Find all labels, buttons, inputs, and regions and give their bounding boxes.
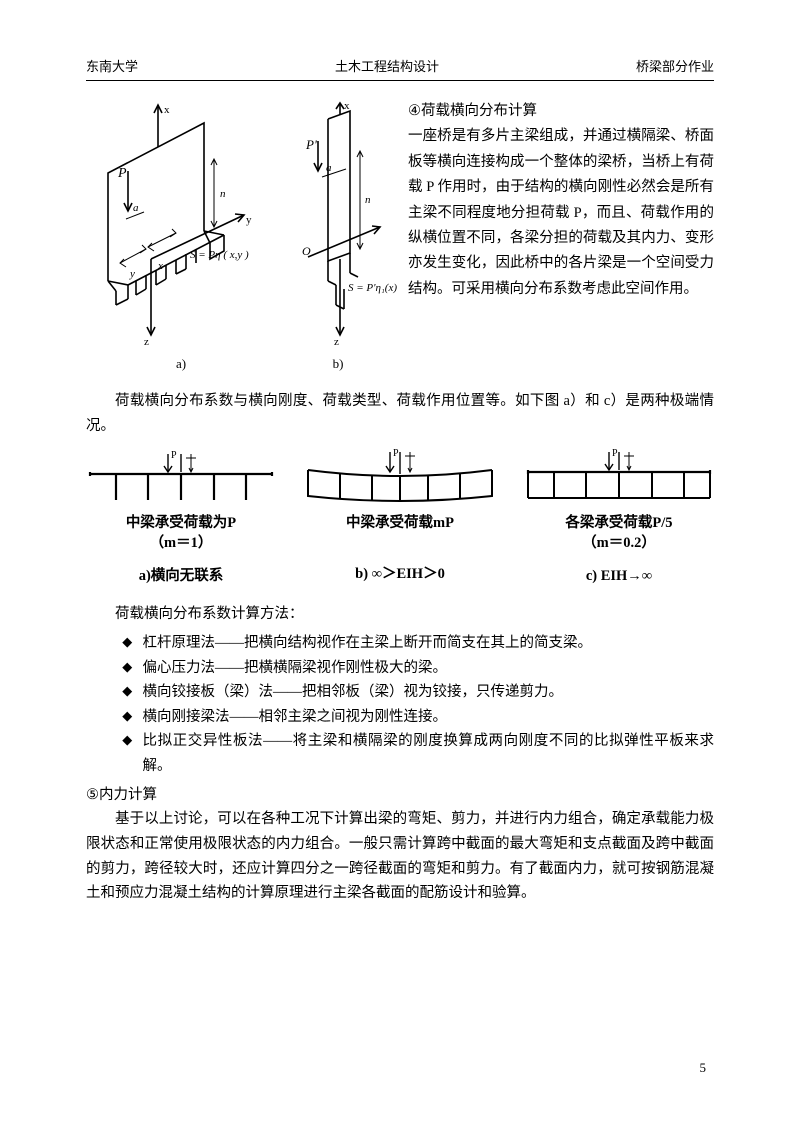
- header-center: 土木工程结构设计: [335, 56, 439, 78]
- section4-marker: ④: [408, 99, 421, 124]
- method-item: 偏心压力法——把横横隔梁视作刚性极大的梁。: [122, 656, 714, 681]
- svg-text:P': P': [305, 137, 317, 152]
- section5-heading: ⑤内力计算: [86, 783, 714, 808]
- case-a: P 中梁承受荷载为P（m＝1） a)横向无联系: [86, 448, 276, 588]
- svg-text:z: z: [144, 336, 149, 348]
- svg-text:n: n: [220, 188, 226, 200]
- diagram-b-label: b): [333, 353, 344, 375]
- svg-text:O: O: [302, 244, 311, 258]
- methods-list: 杠杆原理法——把横向结构视作在主梁上断开而简支在其上的简支梁。 偏心压力法——把…: [86, 631, 714, 779]
- svg-text:x: x: [164, 104, 170, 116]
- diagram-a-label: a): [176, 353, 186, 375]
- svg-text:z: z: [334, 336, 339, 348]
- top-figure-and-text: x P a y x y z n S = Pη ( x,y ) a): [86, 99, 714, 375]
- page-number: 5: [700, 1057, 707, 1079]
- svg-text:n: n: [365, 194, 371, 206]
- method-item: 横向铰接板（梁）法——把相邻板（梁）视为铰接，只传递剪力。: [122, 680, 714, 705]
- svg-text:S = Pη ( x,y ): S = Pη ( x,y ): [190, 249, 249, 261]
- svg-text:x: x: [157, 260, 163, 272]
- svg-text:a: a: [133, 202, 139, 214]
- svg-text:x: x: [344, 100, 350, 112]
- svg-text:P: P: [117, 166, 127, 181]
- diagram-b: x P' a n O z S = P'η₁(x): [278, 99, 398, 351]
- section4-title: 荷载横向分布计算: [421, 103, 537, 119]
- svg-text:P: P: [612, 448, 618, 459]
- svg-text:a: a: [326, 162, 332, 174]
- method-item: 比拟正交异性板法——将主梁和横隔梁的刚度换算成两向刚度不同的比拟弹性平板来求解。: [122, 729, 714, 778]
- diagram-a-cell: x P a y x y z n S = Pη ( x,y ) a): [86, 99, 276, 375]
- three-case-diagrams: P 中梁承受荷载为P（m＝1） a)横向无联系: [86, 448, 714, 588]
- diagram-b-cell: x P' a n O z S = P'η₁(x) b): [278, 99, 398, 375]
- section4-text: ④荷载横向分布计算 一座桥是有多片主梁组成，并通过横隔梁、桥面板等横向连接构成一…: [408, 99, 714, 375]
- section5-body: 基于以上讨论，可以在各种工况下计算出梁的弯矩、剪力，并进行内力组合，确定承载能力…: [86, 807, 714, 906]
- svg-text:P: P: [393, 448, 399, 459]
- header-right: 桥梁部分作业: [636, 56, 714, 78]
- case-b: P 中梁承受荷载mP b) ∞＞EIH＞0: [302, 448, 498, 588]
- section4-body: 一座桥是有多片主梁组成，并通过横隔梁、桥面板等横向连接构成一个整体的梁桥，当桥上…: [408, 124, 714, 302]
- diagram-a: x P a y x y z n S = Pη ( x,y ): [86, 99, 276, 351]
- diagram-pair: x P a y x y z n S = Pη ( x,y ) a): [86, 99, 398, 375]
- mid-paragraph: 荷载横向分布系数与横向刚度、荷载类型、荷载作用位置等。如下图 a）和 c）是两种…: [86, 389, 714, 438]
- svg-text:P: P: [171, 450, 177, 461]
- header-left: 东南大学: [86, 56, 138, 78]
- method-item: 横向刚接梁法——相邻主梁之间视为刚性连接。: [122, 705, 714, 730]
- method-item: 杠杆原理法——把横向结构视作在主梁上断开而简支在其上的简支梁。: [122, 631, 714, 656]
- methods-heading: 荷载横向分布系数计算方法：: [86, 602, 714, 627]
- case-c: P 各梁承受荷载P/5（m＝0.2） c) EIH→∞: [524, 448, 714, 588]
- svg-text:S = P'η₁(x): S = P'η₁(x): [348, 282, 397, 294]
- svg-text:y: y: [129, 268, 135, 280]
- page-header: 东南大学 土木工程结构设计 桥梁部分作业: [86, 56, 714, 81]
- svg-text:y: y: [246, 214, 252, 226]
